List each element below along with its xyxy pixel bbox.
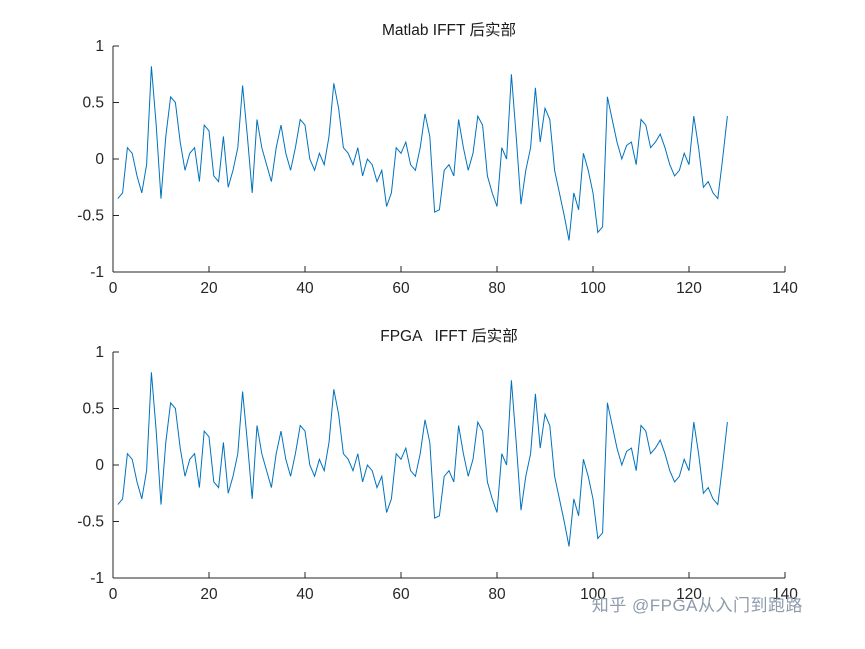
- x-tick-label: 0: [109, 280, 118, 297]
- chart-matlab-ifft: Matlab IFFT 后实部 0 20 40 60 80 100 120 140 -1 -0.5…: [0, 0, 865, 300]
- x-tick-label: 20: [200, 586, 218, 603]
- chart-title-matlab: Matlab IFFT 后实部: [381, 22, 517, 39]
- x-tick-label: 100: [580, 280, 606, 297]
- y-tick-label: -0.5: [77, 514, 104, 531]
- x-tick-label: 40: [296, 586, 314, 603]
- chart-title-fpga: FPGA IFFT 后实部: [380, 328, 518, 345]
- x-tick-label: 40: [296, 280, 314, 297]
- y-tick-label: -1: [90, 264, 104, 281]
- y-tick-label: 1: [95, 344, 104, 361]
- x-tick-label: 100: [580, 586, 606, 603]
- y-tick-label: 0: [95, 151, 104, 168]
- y-tick-label: 0.5: [82, 95, 104, 112]
- x-tick-label: 60: [392, 280, 410, 297]
- y-tick-label: -1: [90, 570, 104, 587]
- x-tick-label: 140: [772, 586, 798, 603]
- x-tick-label: 20: [200, 280, 218, 297]
- matlab-ifft-plot: 0 20 40 60 80 100 120 140 -1 -0.5 0 0.5 1: [77, 38, 798, 297]
- x-tick-label: 0: [109, 586, 118, 603]
- chart-fpga-ifft: FPGA IFFT 后实部 0 20 40 60 80 100 120 140 -1 -0.5 0 0…: [0, 306, 865, 606]
- y-tick-label: 1: [95, 38, 104, 55]
- x-tick-label: 120: [676, 280, 702, 297]
- watermark: 知乎 @FPGA从入门到跑路: [591, 596, 803, 615]
- series-line: [117, 372, 728, 547]
- y-tick-label: -0.5: [77, 208, 104, 225]
- x-tick-label: 140: [772, 280, 798, 297]
- y-tick-label: 0.5: [82, 401, 104, 418]
- series-line: [117, 66, 728, 241]
- x-tick-label: 80: [488, 280, 506, 297]
- x-tick-label: 120: [676, 586, 702, 603]
- fpga-ifft-plot: 0 20 40 60 80 100 120 140 -1 -0.5 0 0.5 1: [77, 344, 798, 603]
- x-tick-label: 80: [488, 586, 506, 603]
- x-tick-label: 60: [392, 586, 410, 603]
- y-tick-label: 0: [95, 457, 104, 474]
